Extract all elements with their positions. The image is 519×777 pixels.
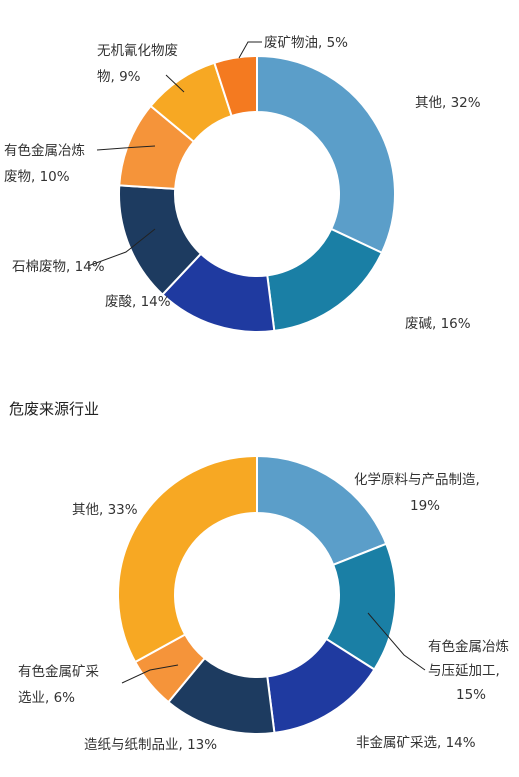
chart-1-slice-label-2: 废酸, 14% [105,294,171,310]
chart-1-slice-label-5-line-0: 无机氰化物废 [97,43,178,59]
chart-2-slice-5 [117,454,258,664]
chart-2-slice-label-3-line-0: 造纸与纸制品业, 13% [84,737,217,753]
chart-1-slice-6 [213,54,258,118]
donut-chart-source-industries: 化学原料与产品制造, 19% 有色金属冶炼与压延加工, 15% 非金属矿采选, 14% 造… [18,454,509,753]
chart-1-leader-line-3 [87,228,156,267]
section-title: 危废来源行业 [9,400,100,418]
chart-1-slice-label-6: 废矿物油, 5% [264,35,348,51]
chart-2-slice-label-2-line-0: 非金属矿采选, 14% [356,735,476,751]
chart-1-slice-label-5: 无机氰化物废物, 9% [97,43,178,85]
chart-1-slice-label-3-line-0: 石棉废物, 14% [12,259,105,275]
chart-2-slice-label-1-line-2: 15% [456,687,486,703]
chart-1-slice-label-4: 有色金属冶炼废物, 10% [4,142,85,185]
chart-1-slice-1 [266,227,384,333]
chart-2-slice-label-4-line-1: 选业, 6% [18,690,75,706]
chart-1-leader-line-6 [238,41,262,59]
chart-1-slice-label-6-line-0: 废矿物油, 5% [264,35,348,51]
donut-chart-waste-types: 其他, 32% 废碱, 16% 废酸, 14% 石棉废物, 14% 有色金属冶炼废物, … [4,35,481,333]
chart-2-slice-label-5-line-0: 其他, 33% [72,502,138,518]
chart-1-slice-label-2-line-0: 废酸, 14% [105,294,171,310]
chart-1-slice-label-4-line-0: 有色金属冶炼 [4,142,85,159]
chart-1-slice-0 [256,54,396,255]
chart-2-slice-label-0-line-0: 化学原料与产品制造, [354,472,480,488]
chart-2-leader-line-4 [121,664,179,684]
chart-2-slice-label-0: 化学原料与产品制造, 19% [354,472,480,514]
chart-2-leader-line-1 [367,612,426,671]
chart-2-slice-label-4-line-0: 有色金属矿采 [18,663,99,680]
chart-2-slice-label-3: 造纸与纸制品业, 13% [84,737,217,753]
chart-1-slice-label-4-line-1: 废物, 10% [4,169,70,185]
chart-1-leader-line-4 [96,145,156,151]
chart-1-slice-label-0: 其他, 32% [415,95,481,111]
chart-1-slice-label-1: 废碱, 16% [405,316,471,332]
chart-2-slice-label-1: 有色金属冶炼与压延加工, 15% [428,638,509,703]
chart-1-leader-line-5 [165,74,185,93]
chart-1-slice-label-0-line-0: 其他, 32% [415,95,481,111]
chart-2-slice-label-1-line-1: 与压延加工, [428,663,500,679]
chart-2-slice-label-4: 有色金属矿采选业, 6% [18,663,99,706]
chart-1-slice-label-1-line-0: 废碱, 16% [405,316,471,332]
chart-2-slice-label-1-line-0: 有色金属冶炼 [428,638,509,655]
chart-1-slice-label-3: 石棉废物, 14% [12,259,105,275]
chart-2-slice-label-2: 非金属矿采选, 14% [356,735,476,751]
chart-2-slice-label-5: 其他, 33% [72,502,138,518]
chart-2-slice-label-0-line-1: 19% [410,498,440,514]
chart-1-slice-label-5-line-1: 物, 9% [97,69,141,85]
